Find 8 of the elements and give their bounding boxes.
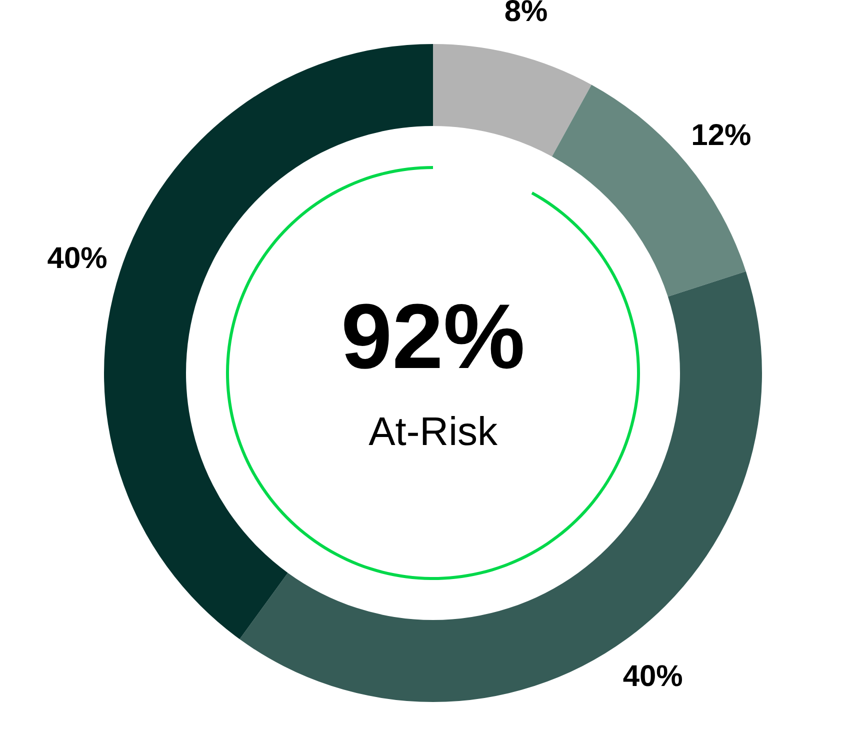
data-label: 40% xyxy=(622,660,683,694)
donut-slice xyxy=(240,271,762,702)
text: At-Risk xyxy=(368,410,498,454)
donut-slice xyxy=(433,44,592,157)
data-label: 12% xyxy=(691,119,752,152)
data-label: 40% xyxy=(47,242,108,275)
text: 92% xyxy=(340,286,526,388)
data-label: 8% xyxy=(504,0,548,28)
